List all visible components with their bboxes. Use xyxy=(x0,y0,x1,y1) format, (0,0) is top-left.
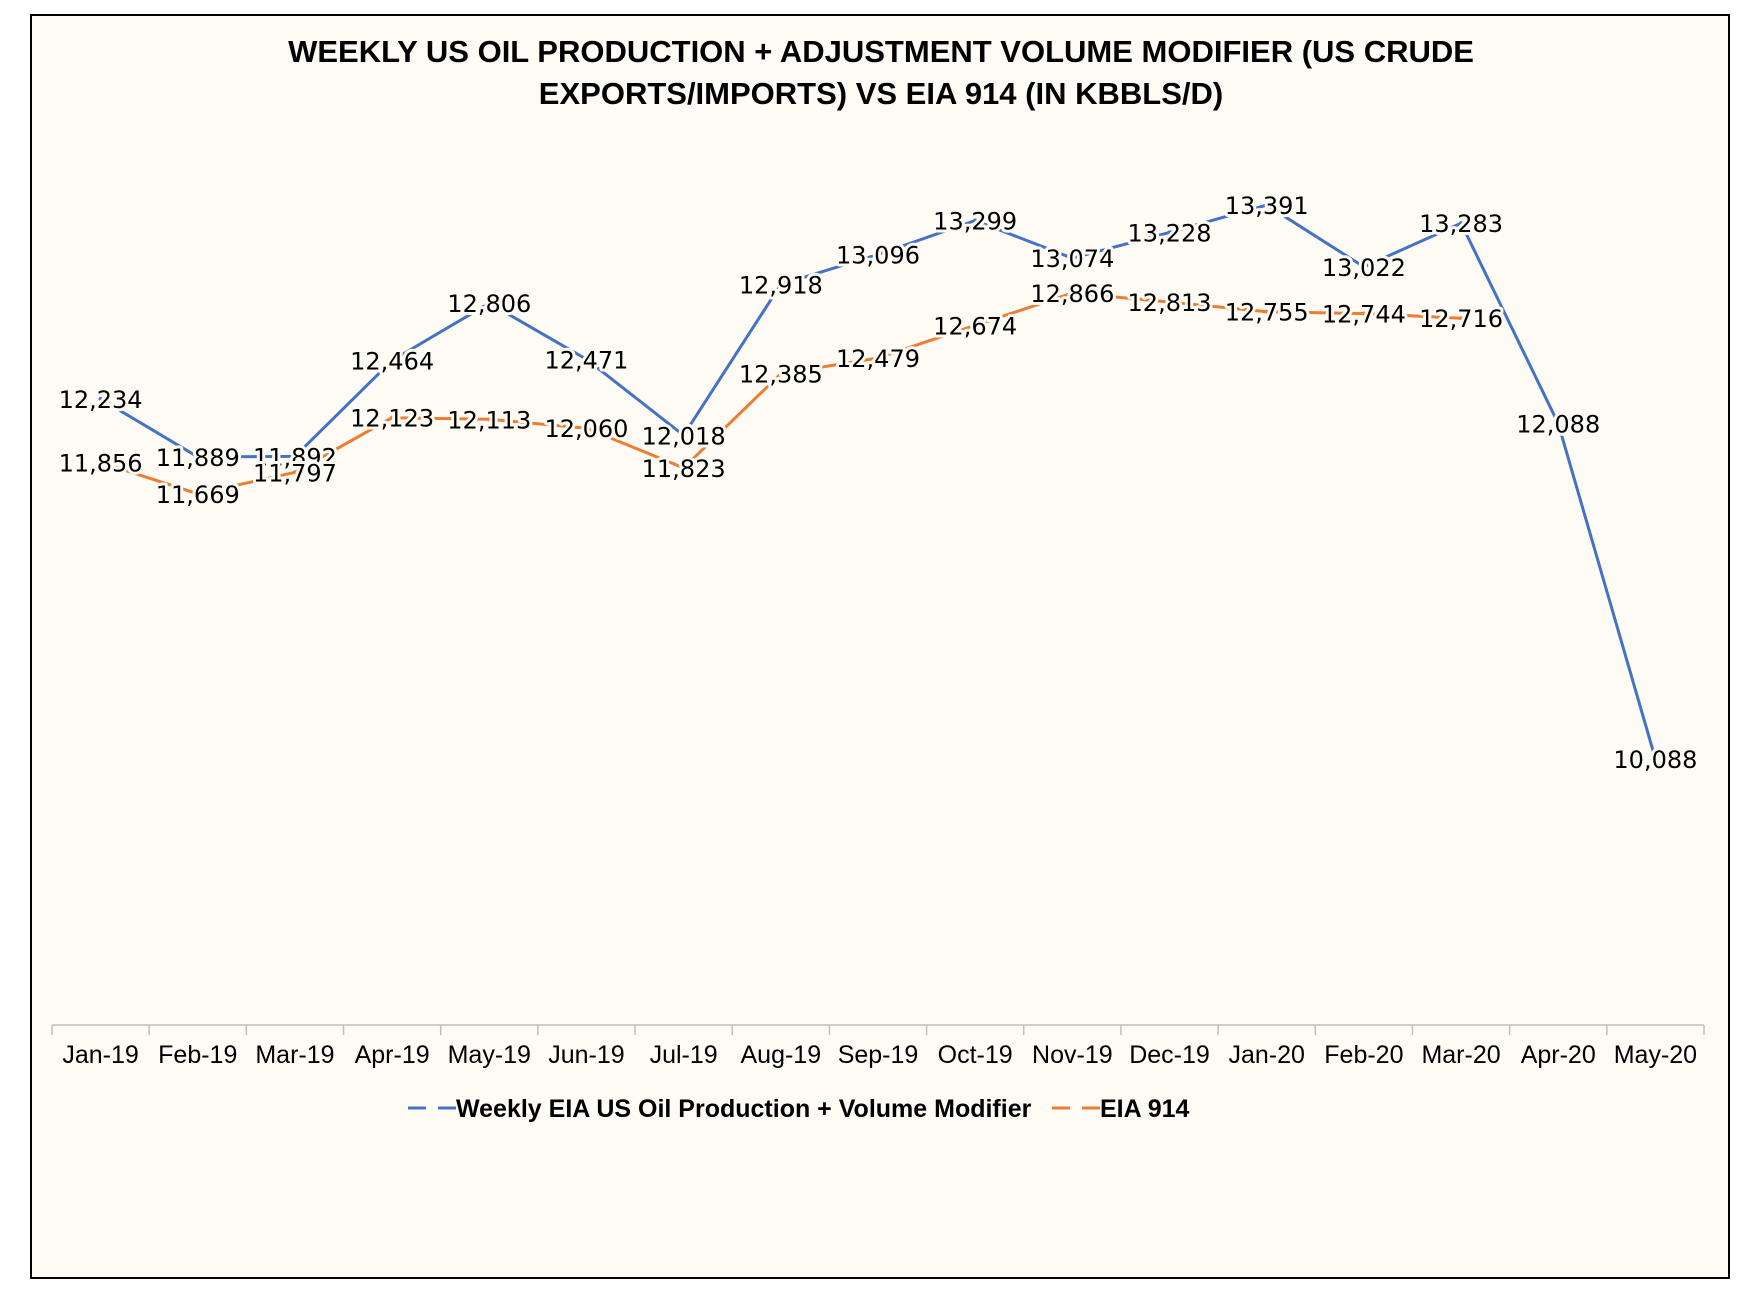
data-label-series-2: 12,385 xyxy=(739,361,823,389)
x-tick-label: May-20 xyxy=(1614,1041,1697,1069)
legend-label-2: EIA 914 xyxy=(1100,1095,1190,1123)
chart-title-line-1: WEEKLY US OIL PRODUCTION + ADJUSTMENT VO… xyxy=(288,34,1474,69)
data-point-series-2 xyxy=(584,426,589,431)
data-label-series-2: 11,669 xyxy=(156,481,240,509)
data-point-series-1 xyxy=(1459,221,1464,226)
x-tick-label: Aug-19 xyxy=(741,1041,822,1069)
data-label-series-2: 12,866 xyxy=(1030,280,1114,308)
data-point-series-2 xyxy=(292,470,297,475)
data-point-series-1 xyxy=(195,454,200,459)
data-label-series-1: 11,892 xyxy=(253,443,337,471)
data-label-series-2: 11,797 xyxy=(253,459,337,487)
data-point-series-1 xyxy=(1070,256,1075,261)
data-label-series-1: 13,391 xyxy=(1225,192,1309,220)
data-label-series-1: 11,889 xyxy=(156,444,240,472)
x-tick-label: Feb-20 xyxy=(1324,1041,1403,1069)
x-tick-label: Jan-20 xyxy=(1228,1041,1304,1069)
data-point-series-1 xyxy=(973,218,978,223)
plot-area: Jan-19 Feb-19 Mar-19 Apr-19 May-19 Jun-19 Jul-… xyxy=(51,189,1705,1069)
data-point-series-2 xyxy=(487,417,492,422)
data-point-series-1 xyxy=(876,252,880,257)
x-tick-label: Mar-20 xyxy=(1421,1041,1500,1069)
x-tick-label: Dec-19 xyxy=(1129,1041,1210,1069)
data-point-series-2 xyxy=(681,465,686,470)
data-point-series-1 xyxy=(1264,203,1269,208)
data-label-series-2: 12,813 xyxy=(1128,289,1212,317)
data-label-series-1: 12,018 xyxy=(642,422,726,450)
data-label-series-1: 13,283 xyxy=(1419,210,1503,238)
x-tick-label: Mar-19 xyxy=(255,1041,334,1069)
data-label-series-1: 10,088 xyxy=(1613,746,1697,774)
data-label-series-2: 11,823 xyxy=(642,455,726,483)
data-label-series-2: 12,755 xyxy=(1225,299,1309,327)
data-label-series-2: 12,744 xyxy=(1322,301,1406,329)
data-point-series-1 xyxy=(1556,421,1561,426)
data-point-series-1 xyxy=(1653,756,1658,761)
data-label-series-1: 12,806 xyxy=(447,290,531,318)
legend: Weekly EIA US Oil Production + Volume Mo… xyxy=(408,1095,1190,1123)
data-label-series-1: 13,299 xyxy=(933,208,1017,236)
data-label-series-1: 13,096 xyxy=(836,242,920,270)
chart-frame: WEEKLY US OIL PRODUCTION + ADJUSTMENT VO… xyxy=(30,14,1730,1279)
x-tick-label: Feb-19 xyxy=(158,1041,237,1069)
data-point-series-1 xyxy=(98,397,103,402)
x-tick-label: Apr-20 xyxy=(1521,1041,1596,1069)
data-point-series-1 xyxy=(1361,264,1366,269)
x-tick-label: Nov-19 xyxy=(1032,1041,1113,1069)
data-label-series-1: 12,088 xyxy=(1516,411,1600,439)
legend-label-1: Weekly EIA US Oil Production + Volume Mo… xyxy=(456,1095,1032,1123)
data-point-series-2 xyxy=(1264,309,1269,314)
data-point-series-1 xyxy=(1167,230,1172,235)
data-label-series-2: 12,716 xyxy=(1419,305,1503,333)
x-tick-label: Apr-19 xyxy=(355,1041,430,1069)
data-point-series-1 xyxy=(487,301,492,306)
data-point-series-1 xyxy=(584,357,589,362)
data-label-series-1: 13,074 xyxy=(1030,245,1114,273)
data-point-series-1 xyxy=(390,358,395,363)
x-tick-label: Jun-19 xyxy=(548,1041,624,1069)
data-label-series-2: 12,060 xyxy=(544,415,628,443)
data-point-series-2 xyxy=(973,323,978,328)
data-point-series-2 xyxy=(195,491,200,496)
data-point-series-2 xyxy=(876,355,880,360)
data-label-series-1: 13,022 xyxy=(1322,254,1406,282)
data-label-series-2: 12,479 xyxy=(836,345,920,373)
data-point-series-1 xyxy=(292,454,297,459)
data-point-series-2 xyxy=(778,371,783,376)
x-tick-label: Jan-19 xyxy=(62,1041,138,1069)
data-label-series-1: 12,471 xyxy=(544,346,628,374)
data-label-series-1: 12,464 xyxy=(350,347,434,375)
data-label-series-1: 13,228 xyxy=(1128,219,1212,247)
x-tick-label: Sep-19 xyxy=(838,1041,919,1069)
x-tick-label: May-19 xyxy=(448,1041,531,1069)
line-chart: WEEKLY US OIL PRODUCTION + ADJUSTMENT VO… xyxy=(51,34,1705,1123)
data-label-series-2: 12,113 xyxy=(447,406,531,434)
data-point-series-2 xyxy=(1459,316,1464,321)
data-point-series-2 xyxy=(390,415,395,420)
data-label-series-2: 12,674 xyxy=(933,312,1017,340)
data-label-series-2: 12,123 xyxy=(350,405,434,433)
data-label-series-2: 11,856 xyxy=(59,449,143,477)
chart-title-line-2: EXPORTS/IMPORTS) VS EIA 914 (IN KBBLS/D) xyxy=(539,76,1223,111)
x-tick-label: Jul-19 xyxy=(650,1041,718,1069)
data-point-series-2 xyxy=(1070,291,1075,296)
data-point-series-2 xyxy=(1167,299,1172,304)
data-point-series-1 xyxy=(681,433,686,438)
data-label-series-1: 12,234 xyxy=(59,386,143,414)
data-point-series-1 xyxy=(778,282,783,287)
data-point-series-2 xyxy=(1361,311,1366,316)
data-point-series-2 xyxy=(98,460,103,465)
data-label-series-1: 12,918 xyxy=(739,271,823,299)
x-tick-label: Oct-19 xyxy=(938,1041,1013,1069)
